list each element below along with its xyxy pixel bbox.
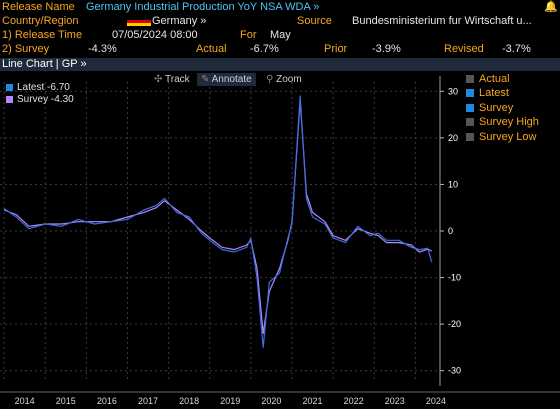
release-name-label: Release Name: [2, 1, 75, 13]
x-tick-label: 2016: [97, 396, 117, 406]
revised-value: -3.7%: [502, 43, 531, 55]
x-tick-label: 2024: [426, 396, 446, 406]
magnifier-icon: ⚲: [266, 74, 274, 85]
checkbox-icon[interactable]: [466, 118, 474, 127]
y-tick-label: -30: [448, 366, 461, 376]
country-label: Country/Region: [2, 15, 79, 27]
x-tick-label: 2017: [138, 396, 158, 406]
x-tick-label: 2019: [220, 396, 240, 406]
survey-row: 2) Survey -4.3% Actual -6.7% Prior -3.9%…: [0, 42, 560, 56]
series-latest[interactable]: Latest: [466, 87, 509, 100]
actual-label: Actual: [196, 43, 227, 55]
checkbox-icon[interactable]: [466, 75, 474, 84]
series-line-survey: [3, 100, 433, 334]
release-time-value: 07/05/2024 08:00: [112, 29, 198, 41]
pencil-icon: ✎: [201, 74, 210, 85]
x-tick-label: 2023: [385, 396, 405, 406]
x-tick-label: 2021: [303, 396, 323, 406]
series-survey-high[interactable]: Survey High: [466, 116, 539, 129]
x-tick-label: 2014: [15, 396, 35, 406]
series-line-latest: [3, 95, 433, 348]
release-name-row: Release Name Germany Industrial Producti…: [0, 0, 560, 14]
germany-flag-icon: [127, 17, 151, 26]
x-tick-label: 2015: [56, 396, 76, 406]
crosshair-icon: ✣: [154, 74, 163, 85]
survey-swatch-icon: [6, 95, 13, 103]
checkbox-checked-icon[interactable]: [466, 104, 474, 113]
line-chart-tab[interactable]: Line Chart | GP »: [2, 58, 87, 70]
source-value: Bundesministerium fur Wirtschaft u...: [352, 15, 532, 27]
release-name-link[interactable]: Germany Industrial Production YoY NSA WD…: [86, 1, 320, 13]
annotate-button[interactable]: ✎ Annotate: [197, 73, 256, 86]
y-tick-label: -10: [448, 273, 461, 283]
checkbox-checked-icon[interactable]: [466, 89, 474, 98]
country-link[interactable]: Germany »: [152, 15, 207, 27]
latest-swatch-icon: [6, 83, 13, 91]
for-value: May: [270, 29, 291, 41]
survey-label[interactable]: 2) Survey: [2, 43, 50, 55]
track-button[interactable]: ✣ Track: [154, 74, 190, 85]
checkbox-icon[interactable]: [466, 133, 474, 142]
prior-value: -3.9%: [372, 43, 401, 55]
series-survey[interactable]: Survey: [466, 102, 513, 115]
source-label: Source: [297, 15, 332, 27]
country-row: Country/Region Germany » Source Bundesmi…: [0, 14, 560, 28]
survey-value: -4.3%: [88, 43, 117, 55]
x-tick-label: 2020: [261, 396, 281, 406]
zoom-button[interactable]: ⚲ Zoom: [266, 74, 302, 85]
x-tick-label: 2022: [344, 396, 364, 406]
alert-bell-icon[interactable]: 🔔: [544, 1, 558, 13]
series-actual[interactable]: Actual: [466, 73, 510, 86]
y-tick-label: 30: [448, 86, 458, 96]
line-chart[interactable]: 2014 2015 2016 2017 2018 2019 2020 2021 2022 2023…: [0, 72, 560, 409]
y-tick-label: 20: [448, 133, 458, 143]
release-time-row: 1) Release Time 07/05/2024 08:00 For May: [0, 28, 560, 42]
y-tick-label: 0: [448, 226, 453, 236]
legend-latest: Latest -6.70: [6, 82, 70, 93]
y-tick-label: -20: [448, 319, 461, 329]
revised-label: Revised: [444, 43, 484, 55]
actual-value: -6.7%: [250, 43, 279, 55]
legend-survey: Survey -4.30: [6, 94, 74, 105]
y-tick-label: 10: [448, 179, 458, 189]
for-label: For: [240, 29, 257, 41]
chart-tab-bar: Line Chart | GP »: [0, 58, 560, 71]
series-survey-low[interactable]: Survey Low: [466, 131, 536, 144]
prior-label: Prior: [324, 43, 348, 55]
x-tick-label: 2018: [179, 396, 199, 406]
release-time-label[interactable]: 1) Release Time: [2, 29, 83, 41]
